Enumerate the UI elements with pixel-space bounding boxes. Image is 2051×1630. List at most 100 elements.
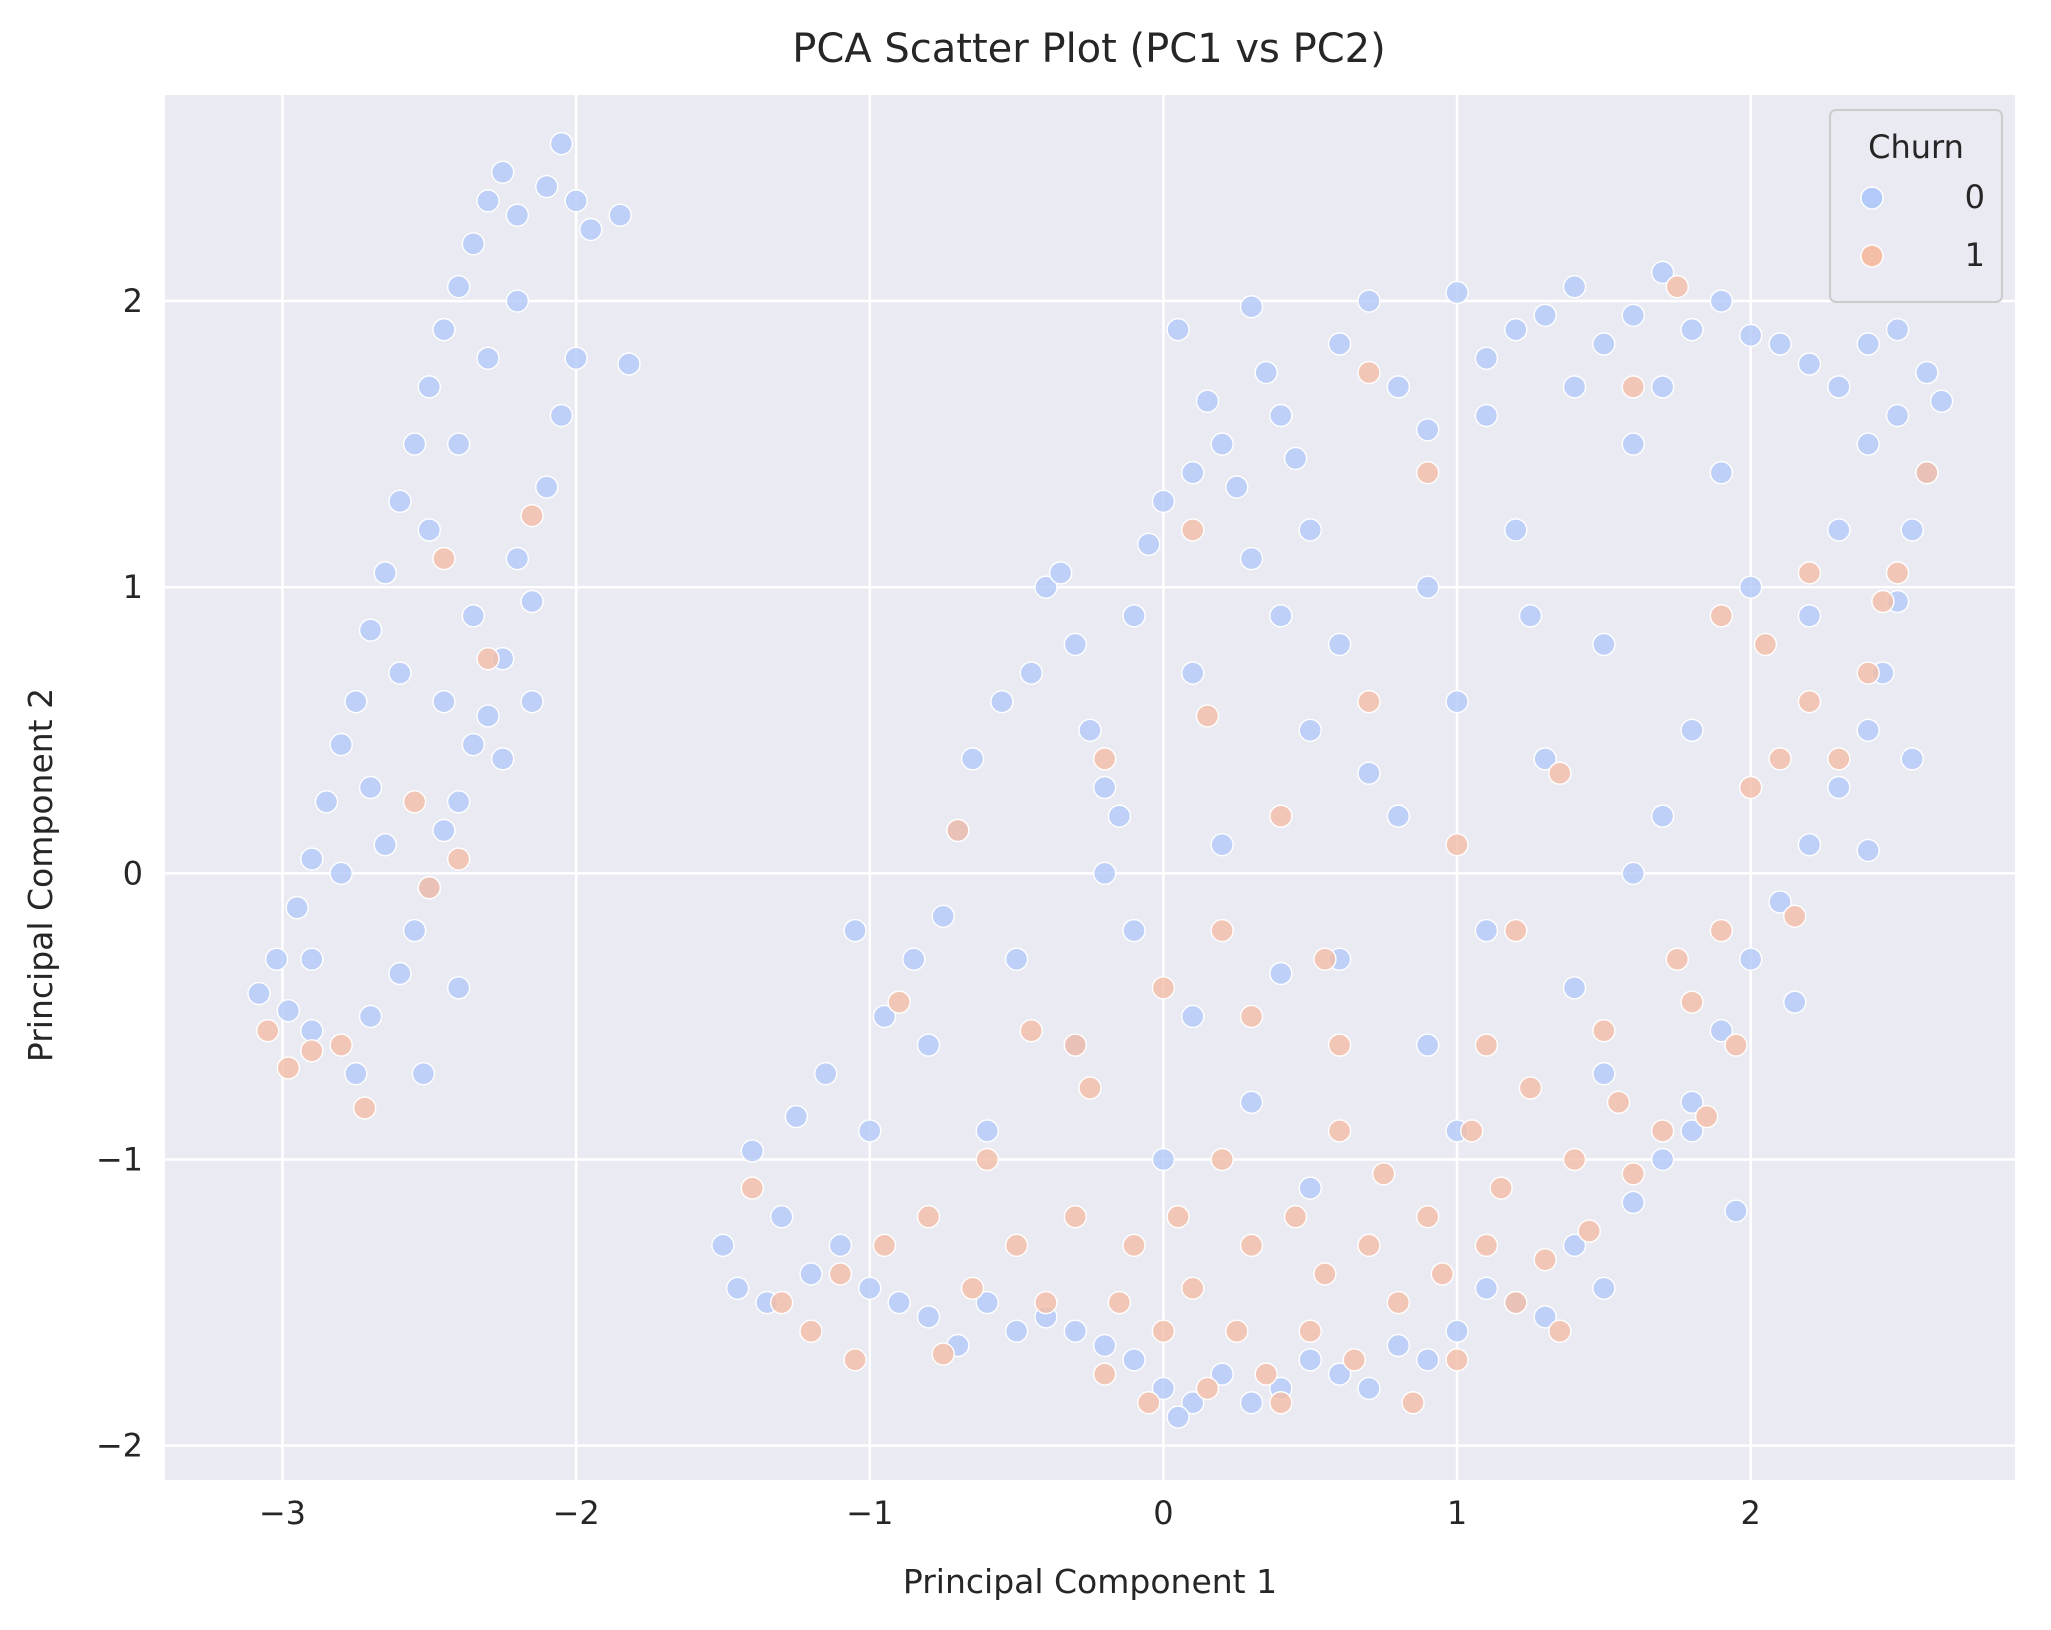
data-point-churn-0 [1386, 375, 1411, 399]
data-point-churn-0 [1269, 604, 1293, 628]
data-point-churn-0 [300, 847, 324, 871]
data-point-churn-0 [417, 518, 441, 542]
data-point-churn-0 [740, 1139, 765, 1163]
data-point-churn-1 [1724, 1033, 1748, 1057]
data-point-churn-1 [1562, 1147, 1587, 1172]
data-point-churn-0 [858, 1119, 882, 1143]
data-point-churn-1 [799, 1319, 823, 1343]
data-point-churn-0 [1885, 317, 1910, 342]
data-point-churn-0 [1254, 360, 1278, 385]
data-point-churn-1 [1239, 1233, 1264, 1258]
legend-label-churn-0: 0 [1965, 178, 1985, 216]
data-point-churn-0 [476, 189, 500, 213]
data-point-churn-0 [1298, 1176, 1322, 1200]
data-point-churn-0 [1709, 1019, 1734, 1043]
data-point-churn-1 [1709, 604, 1734, 628]
data-point-churn-0 [617, 352, 641, 376]
plot-area [165, 95, 2015, 1480]
data-point-churn-1 [975, 1147, 999, 1172]
data-point-churn-1 [1092, 747, 1117, 771]
data-point-churn-0 [784, 1104, 809, 1129]
data-point-churn-0 [1415, 1033, 1440, 1057]
data-point-churn-0 [329, 861, 353, 886]
data-point-churn-0 [1900, 747, 1924, 771]
data-point-churn-0 [446, 432, 471, 456]
y-axis-label: Principal Component 2 [21, 688, 60, 1062]
x-tick-label: 1 [1447, 1494, 1467, 1532]
data-point-churn-0 [1357, 1376, 1381, 1401]
data-points [247, 131, 1954, 1429]
data-point-churn-0 [490, 160, 515, 184]
data-point-churn-1 [1445, 833, 1469, 857]
data-point-churn-0 [1445, 689, 1469, 714]
data-point-churn-1 [1225, 1319, 1249, 1343]
data-point-churn-1 [946, 818, 970, 843]
y-tick-label: 1 [123, 568, 143, 606]
data-point-churn-1 [1269, 804, 1293, 828]
data-point-churn-1 [1533, 1247, 1557, 1272]
data-point-churn-1 [1856, 661, 1880, 685]
data-point-churn-0 [1856, 332, 1880, 356]
data-point-churn-0 [358, 1004, 383, 1029]
data-point-churn-0 [1592, 1061, 1616, 1086]
data-point-churn-0 [1210, 432, 1234, 456]
data-point-churn-0 [1592, 1276, 1616, 1300]
data-point-churn-1 [1445, 1348, 1469, 1372]
data-point-churn-1 [1283, 1205, 1308, 1229]
data-point-churn-1 [1680, 990, 1704, 1014]
chart-title: PCA Scatter Plot (PC1 vs PC2) [792, 26, 1385, 72]
data-point-churn-1 [1019, 1019, 1043, 1043]
data-point-churn-1 [1415, 1205, 1440, 1229]
data-point-churn-0 [1768, 332, 1792, 356]
data-point-churn-0 [1680, 1090, 1704, 1114]
data-point-churn-1 [1430, 1262, 1455, 1286]
data-point-churn-0 [285, 895, 309, 920]
data-point-churn-0 [1239, 546, 1264, 571]
data-point-churn-1 [300, 1039, 324, 1063]
data-point-churn-0 [388, 961, 412, 986]
data-point-churn-0 [446, 976, 471, 1000]
data-point-churn-1 [1107, 1290, 1132, 1315]
data-point-churn-0 [1680, 718, 1704, 742]
data-point-churn-0 [1680, 1119, 1704, 1143]
data-point-churn-0 [1092, 1333, 1117, 1358]
data-point-churn-0 [975, 1290, 999, 1315]
data-point-churn-1 [1504, 1290, 1528, 1315]
data-point-churn-0 [1063, 632, 1088, 657]
data-point-churn-0 [1415, 1348, 1440, 1372]
data-point-churn-0 [358, 775, 383, 800]
data-point-churn-0 [1004, 947, 1029, 971]
data-point-churn-0 [461, 232, 486, 256]
data-point-churn-0 [1283, 446, 1308, 471]
data-point-churn-1 [1474, 1233, 1499, 1258]
data-point-churn-1 [1269, 1391, 1293, 1415]
data-point-churn-1 [1137, 1391, 1161, 1415]
data-point-churn-1 [1665, 947, 1690, 971]
data-point-churn-0 [417, 375, 441, 399]
data-point-churn-1 [916, 1205, 941, 1229]
data-point-churn-1 [1078, 1076, 1102, 1100]
data-point-churn-1 [1122, 1233, 1146, 1258]
data-point-churn-0 [814, 1061, 838, 1086]
data-point-churn-0 [843, 918, 867, 943]
data-point-churn-0 [1357, 289, 1381, 313]
data-point-churn-0 [1900, 518, 1924, 542]
data-point-churn-1 [1371, 1162, 1396, 1186]
data-point-churn-1 [352, 1096, 377, 1120]
data-point-churn-0 [1592, 332, 1616, 356]
data-point-churn-0 [549, 403, 574, 428]
data-point-churn-1 [1871, 589, 1895, 614]
data-point-churn-0 [314, 790, 339, 814]
data-point-churn-0 [725, 1276, 750, 1300]
data-point-churn-0 [461, 732, 486, 757]
data-point-churn-0 [1107, 804, 1132, 828]
tick-labels: −3 −2 −1 0 1 2 −2 −1 0 1 2 [96, 282, 1761, 1532]
data-point-churn-1 [1797, 689, 1822, 714]
data-point-churn-0 [1210, 833, 1234, 857]
data-point-churn-0 [564, 189, 588, 213]
data-point-churn-0 [1518, 604, 1543, 628]
data-point-churn-0 [1004, 1319, 1029, 1343]
data-point-churn-0 [1298, 1348, 1322, 1372]
data-point-churn-0 [1650, 260, 1675, 285]
